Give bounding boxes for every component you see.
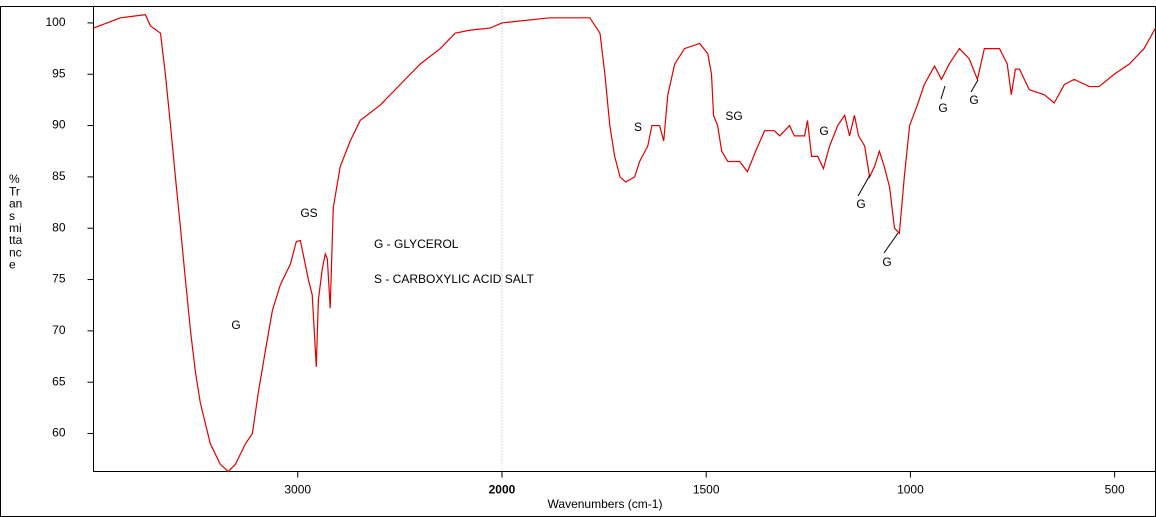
- y-tick-label: 80: [52, 220, 66, 234]
- annotation-leader: [970, 79, 979, 93]
- y-tick-label: 75: [52, 272, 66, 286]
- y-axis-label: s: [9, 209, 15, 223]
- y-axis-label: %: [9, 172, 20, 186]
- annotation: G: [938, 101, 947, 115]
- x-tick-label: 1000: [897, 483, 924, 497]
- y-tick-label: 70: [52, 323, 66, 337]
- x-axis-label: Wavenumbers (cm-1): [548, 497, 663, 511]
- y-tick-label: 95: [52, 66, 66, 80]
- x-tick-label: 1500: [693, 483, 720, 497]
- y-tick-label: 100: [45, 15, 65, 29]
- y-axis-label: nc: [9, 245, 22, 259]
- x-tick-label: 3000: [284, 483, 311, 497]
- spectrum-line: [93, 14, 1156, 473]
- annotation: G - GLYCEROL: [374, 237, 459, 251]
- x-tick-label: 2000: [489, 483, 516, 497]
- y-tick-label: 60: [52, 426, 66, 440]
- annotation-leader: [883, 232, 899, 254]
- y-axis-label: an: [9, 197, 22, 211]
- annotation: G: [856, 197, 865, 211]
- annotation: GS: [300, 206, 317, 220]
- x-tick-label: 500: [1105, 483, 1125, 497]
- annotation: SG: [725, 109, 742, 123]
- annotation: S: [634, 120, 642, 134]
- y-axis-label: Tr: [9, 184, 20, 198]
- annotation: G: [231, 318, 240, 332]
- y-axis-label: e: [9, 258, 16, 272]
- annotation-leader: [857, 174, 871, 197]
- annotation: G: [882, 255, 891, 269]
- annotation: G: [969, 93, 978, 107]
- y-axis-label: tta: [9, 233, 23, 247]
- y-axis-label: mi: [9, 221, 22, 235]
- y-tick-label: 65: [52, 374, 66, 388]
- y-tick-label: 90: [52, 118, 66, 132]
- annotation-leader: [940, 85, 946, 100]
- outer-frame: [0, 6, 1156, 517]
- plot-frame: [93, 6, 1156, 472]
- y-tick-label: 85: [52, 169, 66, 183]
- annotation: S - CARBOXYLIC ACID SALT: [374, 272, 534, 286]
- annotation: G: [819, 124, 828, 138]
